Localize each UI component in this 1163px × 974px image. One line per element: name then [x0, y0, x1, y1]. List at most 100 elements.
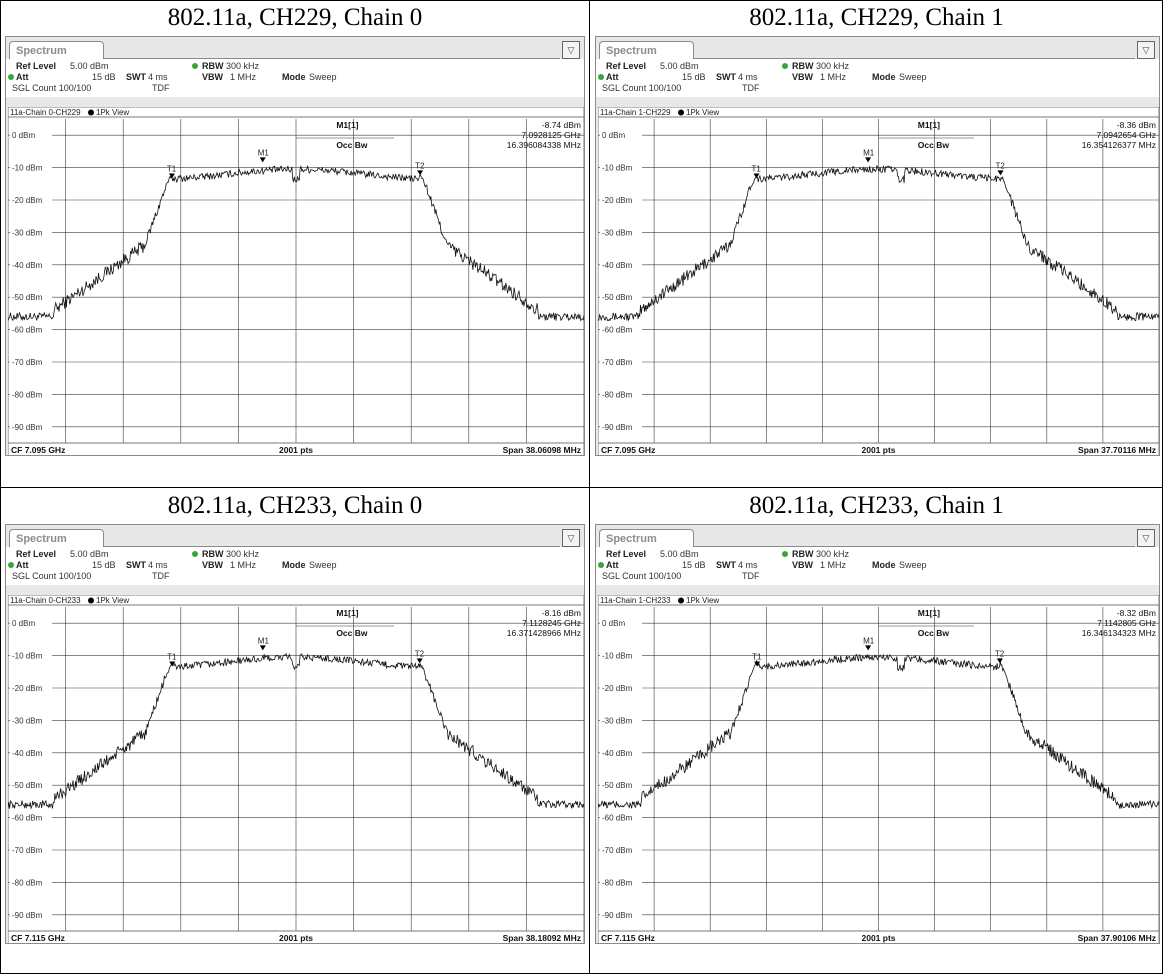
- tick-bg: [10, 259, 52, 270]
- analyzer-screenshot: Spectrum ▽ Ref Level 5.00 dBm Att 15 dB SWT 4 m…: [595, 36, 1160, 456]
- att-value: 15 dB: [682, 560, 706, 570]
- dropdown-icon[interactable]: ▽: [562, 41, 580, 59]
- tick-bg: [10, 877, 52, 888]
- tick-bg: [600, 909, 642, 920]
- m1-label: M1: [863, 636, 875, 645]
- t1-label: T1: [167, 165, 177, 174]
- att-label: Att: [606, 72, 619, 82]
- ref-level-value: 5.00 dBm: [70, 549, 109, 559]
- trace-title: 11a-Chain 0-CH233: [10, 596, 81, 605]
- swt-value: 4 ms: [738, 560, 758, 570]
- tick-bg: [600, 324, 642, 335]
- t2-marker: [997, 170, 1004, 176]
- mode-label: Mode: [872, 560, 896, 570]
- tick-bg: [600, 618, 642, 629]
- tick-bg: [10, 130, 52, 141]
- ref-level-label: Ref Level: [606, 549, 647, 559]
- y-tick-label: -70 dBm: [12, 358, 43, 367]
- t2-label: T2: [996, 161, 1006, 170]
- dropdown-icon[interactable]: ▽: [1137, 41, 1155, 59]
- rbw-value: 300 kHz: [816, 549, 850, 559]
- sgl-count: SGL Count 100/100: [602, 571, 682, 581]
- tick-bg: [600, 130, 642, 141]
- tick-bg: [10, 812, 52, 823]
- y-tick-label: -60 dBm: [12, 326, 43, 335]
- table-border: [0, 0, 1163, 1]
- sweep-points: 2001 pts: [279, 445, 313, 455]
- tab-divider: [104, 546, 560, 547]
- sgl-count: SGL Count 100/100: [12, 571, 92, 581]
- dropdown-icon[interactable]: ▽: [1137, 529, 1155, 547]
- rbw-dot-icon: [782, 551, 788, 557]
- y-tick-label: -30 dBm: [602, 228, 633, 237]
- table-border: [0, 0, 1, 974]
- span: Span 37.70116 MHz: [1078, 445, 1156, 455]
- swt-value: 4 ms: [148, 560, 168, 570]
- spectrum-tab[interactable]: Spectrum: [599, 529, 694, 547]
- mode-value: Sweep: [309, 72, 337, 82]
- spectrum-tab[interactable]: Spectrum: [9, 41, 104, 59]
- panel-4: 802.11a, CH233, Chain 1 Spectrum ▽ Ref Leve…: [590, 488, 1163, 974]
- tick-bg: [600, 845, 642, 855]
- vbw-value: 1 MHz: [230, 72, 257, 82]
- sweep-points: 2001 pts: [861, 933, 895, 943]
- tick-bg: [10, 389, 52, 400]
- spectrum-plot: 11a-Chain 0-CH233 1Pk View 0 dBm -10 dBm -20…: [7, 594, 584, 943]
- trace-dot-icon: [678, 109, 684, 116]
- vbw-label: VBW: [202, 560, 223, 570]
- vbw-value: 1 MHz: [230, 560, 257, 570]
- trace-title: 11a-Chain 1-CH229: [600, 108, 671, 117]
- t1-marker: [168, 173, 175, 179]
- tick-bg: [10, 780, 52, 791]
- occ-bw-label: Occ Bw: [918, 140, 950, 150]
- tick-bg: [10, 324, 52, 335]
- marker-info-label: M1[1]: [918, 120, 940, 130]
- spectrum-chart: 11a-Chain 1-CH229 1Pk View 0 dBm -10 dBm -20…: [597, 106, 1159, 455]
- marker-info-label: M1[1]: [918, 608, 940, 618]
- spectrum-chart: 11a-Chain 1-CH233 1Pk View 0 dBm -10 dBm -20…: [597, 594, 1159, 943]
- dropdown-icon[interactable]: ▽: [562, 529, 580, 547]
- y-tick-label: -40 dBm: [602, 749, 633, 758]
- vbw-label: VBW: [202, 72, 223, 82]
- swt-label: SWT: [126, 72, 146, 82]
- att-label: Att: [16, 560, 29, 570]
- settings-bar: Ref Level 5.00 dBm Att 15 dB SWT 4 ms RBW 300 k…: [596, 59, 1159, 97]
- y-tick-label: -40 dBm: [602, 261, 633, 270]
- vbw-label: VBW: [792, 72, 813, 82]
- vbw-value: 1 MHz: [820, 560, 847, 570]
- spectrum-tab[interactable]: Spectrum: [9, 529, 104, 547]
- center-frequency: CF 7.115 GHz: [11, 933, 65, 943]
- att-value: 15 dB: [92, 560, 116, 570]
- tick-bg: [600, 162, 642, 173]
- occ-bw-label: Occ Bw: [336, 140, 368, 150]
- tick-bg: [600, 812, 642, 823]
- rbw-value: 300 kHz: [226, 549, 260, 559]
- m1-label: M1: [258, 148, 270, 157]
- tick-bg: [10, 421, 52, 432]
- marker-info-label: M1[1]: [336, 608, 358, 618]
- y-tick-label: -90 dBm: [12, 911, 43, 920]
- ref-level-label: Ref Level: [16, 549, 57, 559]
- y-tick-label: -30 dBm: [12, 228, 43, 237]
- span: Span 37.90106 MHz: [1078, 933, 1156, 943]
- y-tick-label: 0 dBm: [602, 131, 625, 140]
- swt-value: 4 ms: [148, 72, 168, 82]
- rbw-label: RBW: [202, 549, 224, 559]
- t1-marker: [753, 173, 760, 179]
- ref-level-value: 5.00 dBm: [70, 61, 109, 71]
- marker-level: -8.32 dBm: [1117, 608, 1156, 618]
- occ-bw-value: 16.346134323 MHz: [1082, 628, 1156, 638]
- y-tick-label: -60 dBm: [12, 814, 43, 823]
- view-label: 1Pk View: [686, 108, 719, 117]
- spectrum-tab[interactable]: Spectrum: [599, 41, 694, 59]
- panel-caption: 802.11a, CH229, Chain 0: [167, 4, 423, 31]
- att-label: Att: [16, 72, 29, 82]
- tick-bg: [600, 357, 642, 367]
- t2-marker: [996, 658, 1003, 664]
- occ-bw-label: Occ Bw: [918, 628, 950, 638]
- center-frequency: CF 7.095 GHz: [11, 445, 65, 455]
- t1-marker: [169, 661, 176, 667]
- status-dot-icon: [598, 74, 604, 80]
- y-tick-label: -70 dBm: [602, 846, 633, 855]
